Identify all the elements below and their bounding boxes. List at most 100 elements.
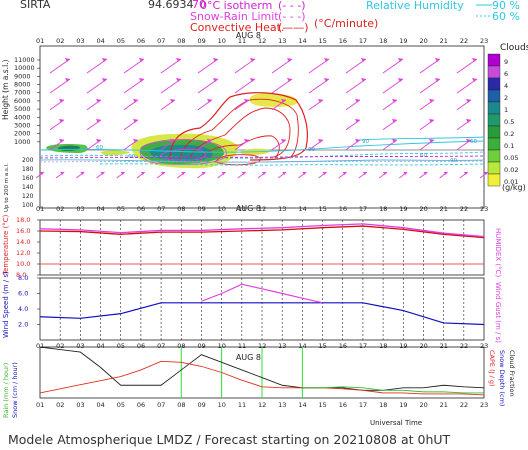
wind-arrow-head	[472, 78, 477, 82]
hour-bottom-14: 14	[298, 401, 306, 409]
hour-p4-18: 18	[379, 342, 387, 350]
ytick-height-4000: 4000	[14, 113, 31, 121]
hour-top-01: 01	[36, 37, 44, 45]
wind-arrow-head	[250, 78, 255, 82]
ytick-height-1000: 1000	[14, 138, 31, 146]
hour-mid-12: 12	[258, 205, 266, 213]
wind-arrow	[271, 98, 287, 111]
hour-mid-01: 01	[36, 205, 44, 213]
wind-arrow-head	[139, 78, 144, 82]
wind-arrow-head	[96, 118, 101, 123]
hour-bottom-21: 21	[440, 401, 448, 409]
station-label: SIRTA	[20, 0, 51, 11]
hour-top-04: 04	[97, 37, 105, 45]
hour-mid-14: 14	[298, 205, 306, 213]
wind-arrow	[234, 138, 250, 151]
wind-arrow-shaft	[49, 58, 71, 74]
wind-arrow-low	[177, 171, 186, 179]
wind-arrow-head	[250, 58, 255, 62]
wind-arrow-head	[281, 98, 286, 103]
wind-arrow-low	[338, 171, 347, 179]
legend-isotherm-sym: (- - -)	[278, 0, 305, 12]
wind-arrow-shaft	[49, 78, 71, 94]
hour-bottom-15: 15	[319, 401, 327, 409]
wind-arrow-low	[237, 171, 247, 179]
wind-arrow-head	[355, 98, 360, 103]
legend-rh-90: 90 %	[492, 0, 520, 12]
colorbar-label-1: 1	[504, 106, 508, 114]
wind-arrow	[345, 118, 361, 131]
ylabel-cape: CAPE (J / g)	[488, 350, 496, 387]
wind-arrow-head	[65, 58, 70, 62]
wind-arrow-head	[244, 98, 249, 103]
hour-p4-02: 02	[56, 342, 64, 350]
wind-arrow-low-head	[362, 172, 367, 175]
coords-label: 94.6934	[148, 0, 194, 11]
wind-arrow-shaft	[308, 58, 330, 74]
hour-mid-07: 07	[157, 205, 165, 213]
hour-bottom-02: 02	[56, 401, 64, 409]
humidity-contour-1	[159, 148, 206, 161]
ytick-height-9000: 9000	[14, 72, 31, 80]
hour-mid-08: 08	[177, 205, 185, 213]
ytick-temp-10.0: 10.0	[16, 260, 30, 268]
hour-p4-10: 10	[218, 342, 226, 350]
wind-arrow-low-head	[342, 172, 347, 175]
wind-arrow-low	[96, 171, 105, 179]
wind-arrow-low	[277, 171, 287, 179]
hour-p4-13: 13	[278, 342, 286, 350]
wind-arrow	[308, 58, 330, 74]
wind-arrow-head	[102, 58, 107, 62]
wind-arrow-shaft	[345, 78, 367, 94]
hour-bottom-05: 05	[117, 401, 125, 409]
wind-arrow	[345, 98, 361, 111]
ytick-low-140: 140	[22, 184, 34, 191]
wind-arrow-head	[59, 138, 64, 143]
ylabel-temp: Temperature (°C)	[2, 214, 10, 276]
wind-arrow	[197, 138, 213, 151]
wind-arrow-head	[244, 138, 249, 143]
ytick-wind-2.0: 2.0	[18, 321, 28, 329]
hour-top-21: 21	[440, 37, 448, 45]
colorbar-label-0.01: 0.01	[504, 178, 518, 186]
hour-top-17: 17	[359, 37, 367, 45]
ytick-height-10000: 10000	[14, 64, 35, 72]
convective-contour-4	[214, 154, 261, 166]
hour-mid-19: 19	[399, 205, 407, 213]
wind-arrow-low	[217, 171, 226, 179]
hour-bottom-17: 17	[359, 401, 367, 409]
hour-bottom-07: 07	[157, 401, 165, 409]
wind-arrow-low-head	[282, 172, 287, 175]
wind-arrow-low	[136, 171, 146, 179]
wind-arrow-head	[392, 118, 397, 123]
ylabel-gust: Wind Gust (m / s)	[494, 282, 502, 343]
rh-contour-label-1: 60	[128, 154, 135, 160]
panel-height-frame	[39, 45, 485, 209]
hour-mid-11: 11	[238, 205, 246, 213]
wind-arrow	[123, 138, 139, 151]
wind-arrow	[308, 78, 330, 94]
hour-p4-21: 21	[440, 342, 448, 350]
hour-bottom-06: 06	[137, 401, 145, 409]
series-wind-gust	[201, 283, 323, 304]
hour-mid-13: 13	[278, 205, 286, 213]
clouds-unit: (g/kg)	[502, 183, 526, 192]
wind-arrow-shaft	[419, 78, 441, 94]
wind-arrow-head	[213, 58, 218, 62]
hour-mid-16: 16	[339, 205, 347, 213]
wind-arrow-low-head	[463, 172, 468, 175]
hour-bottom-19: 19	[399, 401, 407, 409]
hour-mid-03: 03	[76, 205, 84, 213]
ytick-height-2000: 2000	[14, 130, 31, 138]
wind-arrow	[308, 98, 324, 111]
hour-mid-09: 09	[197, 205, 205, 213]
wind-arrow-head	[287, 78, 292, 82]
wind-arrow	[160, 138, 176, 151]
hour-bottom-16: 16	[339, 401, 347, 409]
date-label-p4: AUG 8	[236, 353, 261, 362]
wind-arrow-low-head	[140, 172, 145, 175]
ylabel-snow: Snow (cm / hour)	[11, 362, 19, 418]
humidity-contour-0	[139, 139, 227, 166]
wind-arrow	[456, 58, 478, 74]
